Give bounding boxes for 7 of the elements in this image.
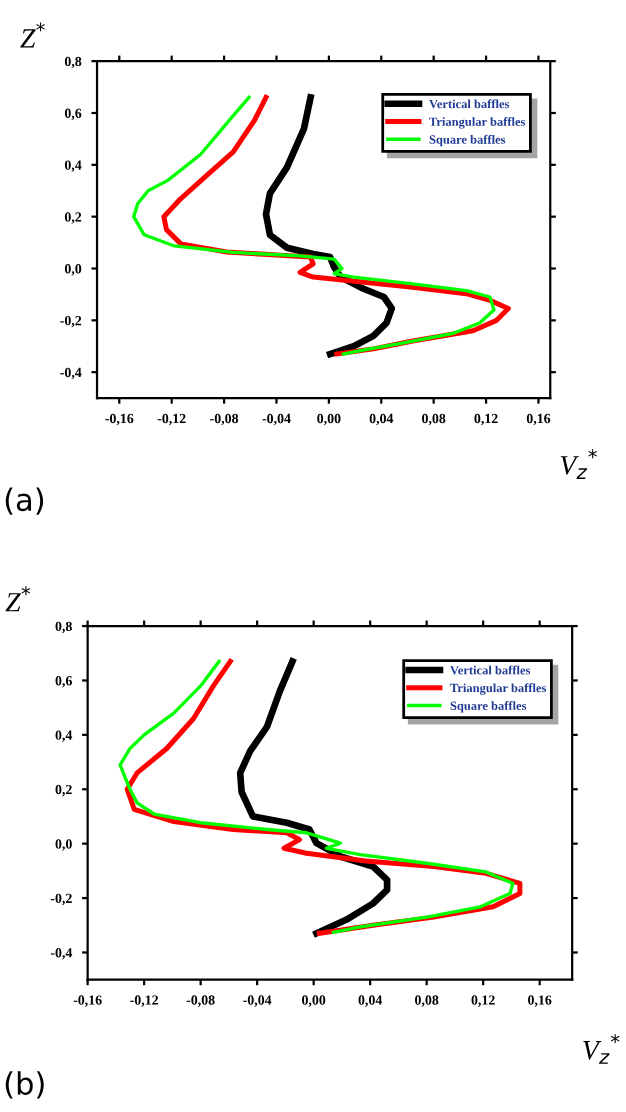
line-series xyxy=(262,94,396,358)
x-axis-title: V$_{z}$$^{*}$ xyxy=(583,1034,620,1064)
x-axis-title: V$_{z}$$^{*}$ xyxy=(560,449,597,479)
y-axis-title: Z$^{*}$ xyxy=(20,22,45,48)
y-axis-title: Z$^{*}$ xyxy=(5,586,31,612)
text: (b) xyxy=(5,1071,44,1099)
text: (a) xyxy=(5,487,44,515)
